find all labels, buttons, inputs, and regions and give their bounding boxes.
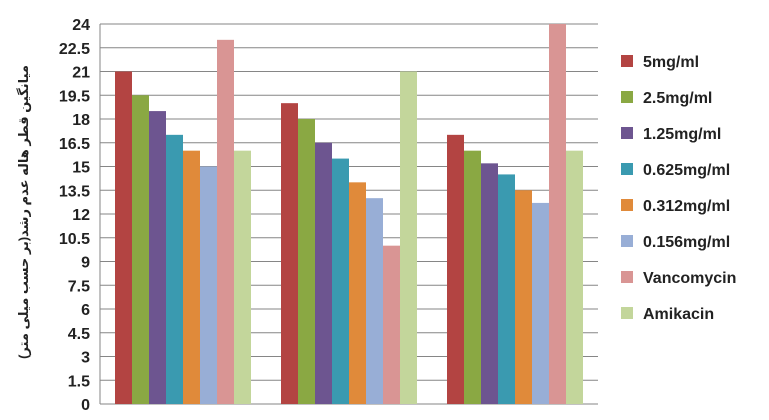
bar bbox=[515, 190, 532, 404]
bar bbox=[149, 111, 166, 404]
legend-swatch bbox=[621, 199, 633, 211]
y-tick-label: 18 bbox=[72, 112, 90, 129]
bar bbox=[315, 142, 332, 404]
y-tick-label: 21 bbox=[72, 65, 90, 82]
legend-label: 1.25mg/ml bbox=[643, 126, 721, 143]
bar bbox=[217, 39, 234, 404]
legend-label: 0.156mg/ml bbox=[643, 234, 730, 251]
y-tick-label: 1.5 bbox=[68, 373, 90, 390]
bar bbox=[200, 166, 217, 404]
y-tick-label: 15 bbox=[72, 160, 90, 177]
bar bbox=[447, 134, 464, 405]
bar bbox=[400, 71, 417, 404]
legend-label: Amikacin bbox=[643, 306, 714, 323]
bar bbox=[281, 103, 298, 405]
bar bbox=[132, 95, 149, 404]
legend-label: Vancomycin bbox=[643, 270, 736, 287]
legend-swatch bbox=[621, 91, 633, 103]
y-tick-label: 22.5 bbox=[59, 41, 90, 58]
y-axis-label: میانگین قطر هاله عدم رشد(بر حسب میلی متر… bbox=[16, 65, 32, 359]
legend-label: 2.5mg/ml bbox=[643, 90, 712, 107]
legend-label: 0.625mg/ml bbox=[643, 162, 730, 179]
y-tick-label: 9 bbox=[81, 255, 90, 272]
legend-label: 0.312mg/ml bbox=[643, 198, 730, 215]
bar bbox=[166, 134, 183, 405]
y-tick-label: 0 bbox=[81, 397, 90, 414]
bar bbox=[383, 245, 400, 404]
bar bbox=[481, 163, 498, 404]
legend-label: 5mg/ml bbox=[643, 54, 699, 71]
y-tick-label: 6 bbox=[81, 302, 90, 319]
y-tick-label: 24 bbox=[72, 17, 90, 34]
y-tick-label: 12 bbox=[72, 207, 90, 224]
y-tick-label: 7.5 bbox=[68, 278, 90, 295]
legend-swatch bbox=[621, 163, 633, 175]
bar bbox=[183, 150, 200, 404]
bar bbox=[549, 24, 566, 404]
y-tick-label: 13.5 bbox=[59, 183, 90, 200]
y-tick-label: 19.5 bbox=[59, 88, 90, 105]
y-tick-label: 4.5 bbox=[68, 326, 90, 343]
legend-swatch bbox=[621, 271, 633, 283]
legend-swatch bbox=[621, 235, 633, 247]
bar bbox=[464, 150, 481, 404]
legend: 5mg/ml 2.5mg/ml 1.25mg/ml 0.625mg/ml 0.312mg… bbox=[621, 54, 736, 323]
legend-swatch bbox=[621, 307, 633, 319]
y-tick-label: 16.5 bbox=[59, 136, 90, 153]
bar bbox=[532, 202, 549, 404]
y-tick-labels: 0 1.5 3 4.5 6 7.5 9 10.5 12 13.5 15 16.5 18 19.5 21 22.… bbox=[59, 17, 90, 414]
bar bbox=[498, 174, 515, 404]
bar bbox=[332, 158, 349, 404]
bar bbox=[234, 150, 251, 404]
bar bbox=[566, 150, 583, 404]
bar bbox=[115, 71, 132, 404]
bar bbox=[349, 182, 366, 404]
bar bbox=[366, 198, 383, 404]
bars bbox=[115, 24, 583, 405]
legend-swatch bbox=[621, 127, 633, 139]
bar bbox=[298, 119, 315, 404]
legend-swatch bbox=[621, 55, 633, 67]
y-tick-label: 10.5 bbox=[59, 231, 90, 248]
y-tick-label: 3 bbox=[81, 350, 90, 367]
